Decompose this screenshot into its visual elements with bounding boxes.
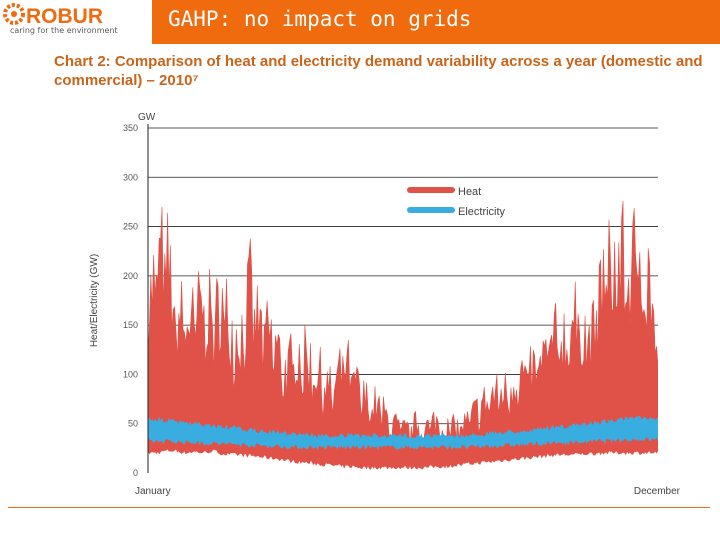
series-heat-band — [148, 200, 658, 470]
y-unit-label: GW — [138, 112, 156, 123]
tagline: caring for the environment — [10, 26, 118, 35]
series-area — [148, 200, 658, 470]
footer-rule — [8, 507, 710, 508]
y-tick-label: 350 — [123, 123, 138, 133]
header-bar — [152, 0, 720, 44]
y-tick-label: 250 — [123, 222, 138, 232]
y-tick-label: 0 — [133, 468, 138, 478]
series-electricity-band — [148, 415, 658, 451]
x-end-label: December — [634, 486, 681, 497]
logo-area: ROBUR caring for the environment — [0, 0, 152, 44]
y-tick-label: 100 — [123, 369, 138, 379]
y-axis-title: Heat/Electricity (GW) — [89, 254, 100, 347]
legend: Heat Electricity — [407, 186, 506, 218]
y-tick-label: 200 — [123, 271, 138, 281]
y-tick-label: 150 — [123, 320, 138, 330]
robur-wordmark: ROBUR — [26, 5, 103, 28]
y-tick-label: 50 — [128, 419, 138, 429]
page-title: GAHP: no impact on grids — [168, 7, 472, 31]
legend-label-electricity: Electricity — [458, 206, 506, 218]
chart-title: Chart 2: Comparison of heat and electric… — [54, 53, 703, 89]
legend-label-heat: Heat — [458, 186, 481, 198]
robur-gear-icon — [3, 3, 25, 25]
y-tick-label: 300 — [123, 172, 138, 182]
robur-logo: ROBUR — [3, 3, 103, 28]
x-start-label: January — [135, 486, 171, 497]
